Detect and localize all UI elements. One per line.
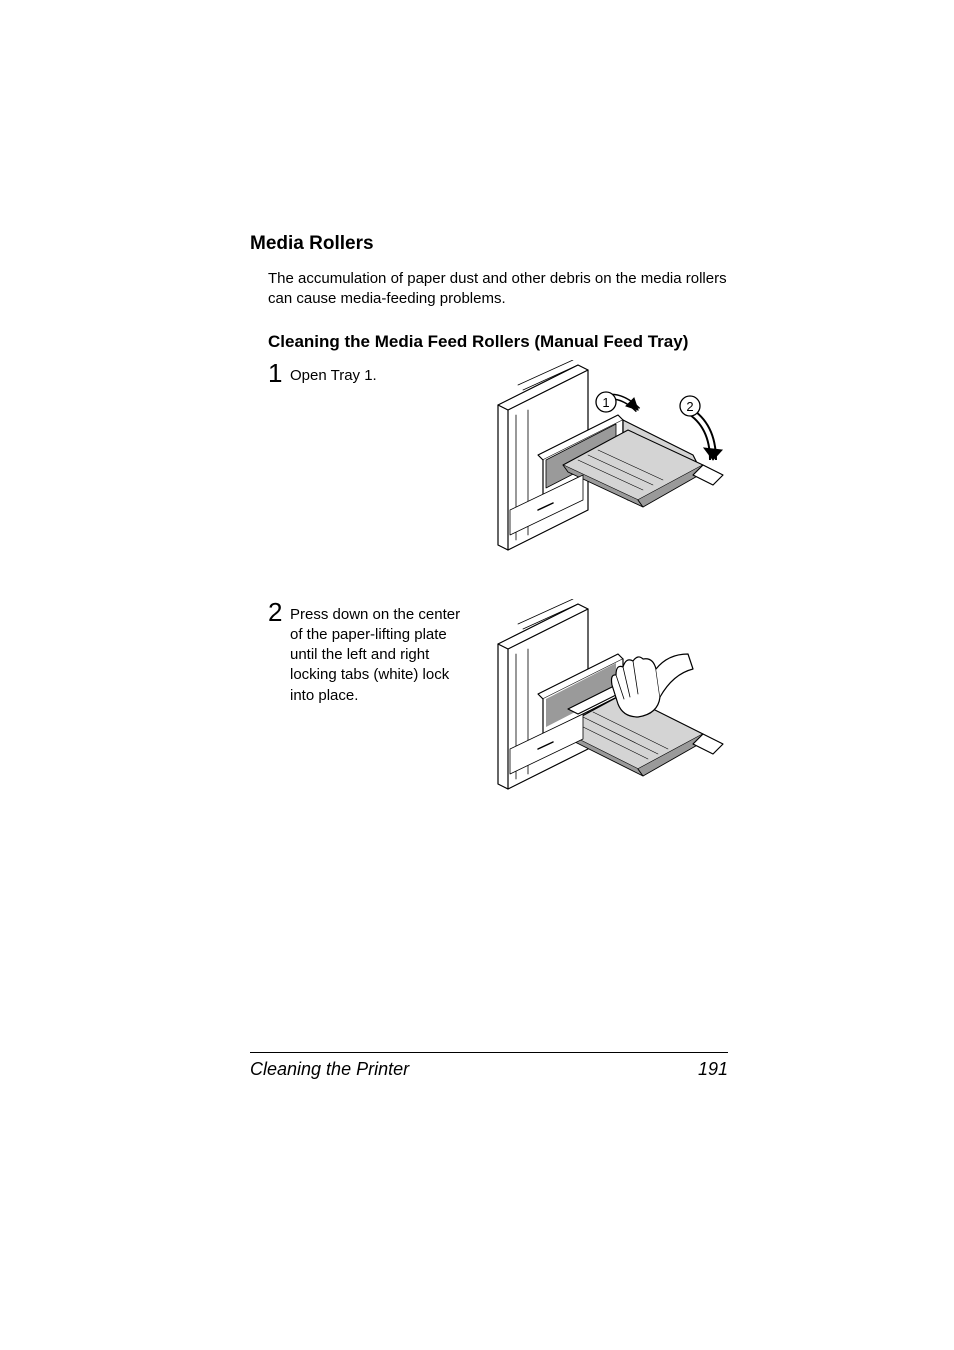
step-number-1: 1 <box>268 360 290 386</box>
step-1-text: Open Tray 1. <box>290 360 474 386</box>
document-page: Media Rollers The accumulation of paper … <box>0 0 954 1350</box>
footer-title: Cleaning the Printer <box>250 1059 409 1080</box>
page-number: 191 <box>698 1059 728 1080</box>
footer-rule <box>250 1052 728 1053</box>
step-2-figure <box>488 599 728 814</box>
page-footer: Cleaning the Printer 191 <box>250 1052 728 1080</box>
intro-paragraph: The accumulation of paper dust and other… <box>268 269 728 310</box>
step-2: 2 Press down on the center of the paper-… <box>268 599 728 814</box>
step-number-2: 2 <box>268 599 290 625</box>
step-1-figure: 1 2 <box>488 360 728 575</box>
callout-2-label: 2 <box>686 399 693 414</box>
step-2-text: Press down on the center of the paper-li… <box>290 599 474 706</box>
step-1: 1 Open Tray 1. <box>268 360 728 575</box>
callout-1-label: 1 <box>602 395 609 410</box>
section-heading: Media Rollers <box>250 233 728 255</box>
sub-heading: Cleaning the Media Feed Rollers (Manual … <box>268 332 728 352</box>
